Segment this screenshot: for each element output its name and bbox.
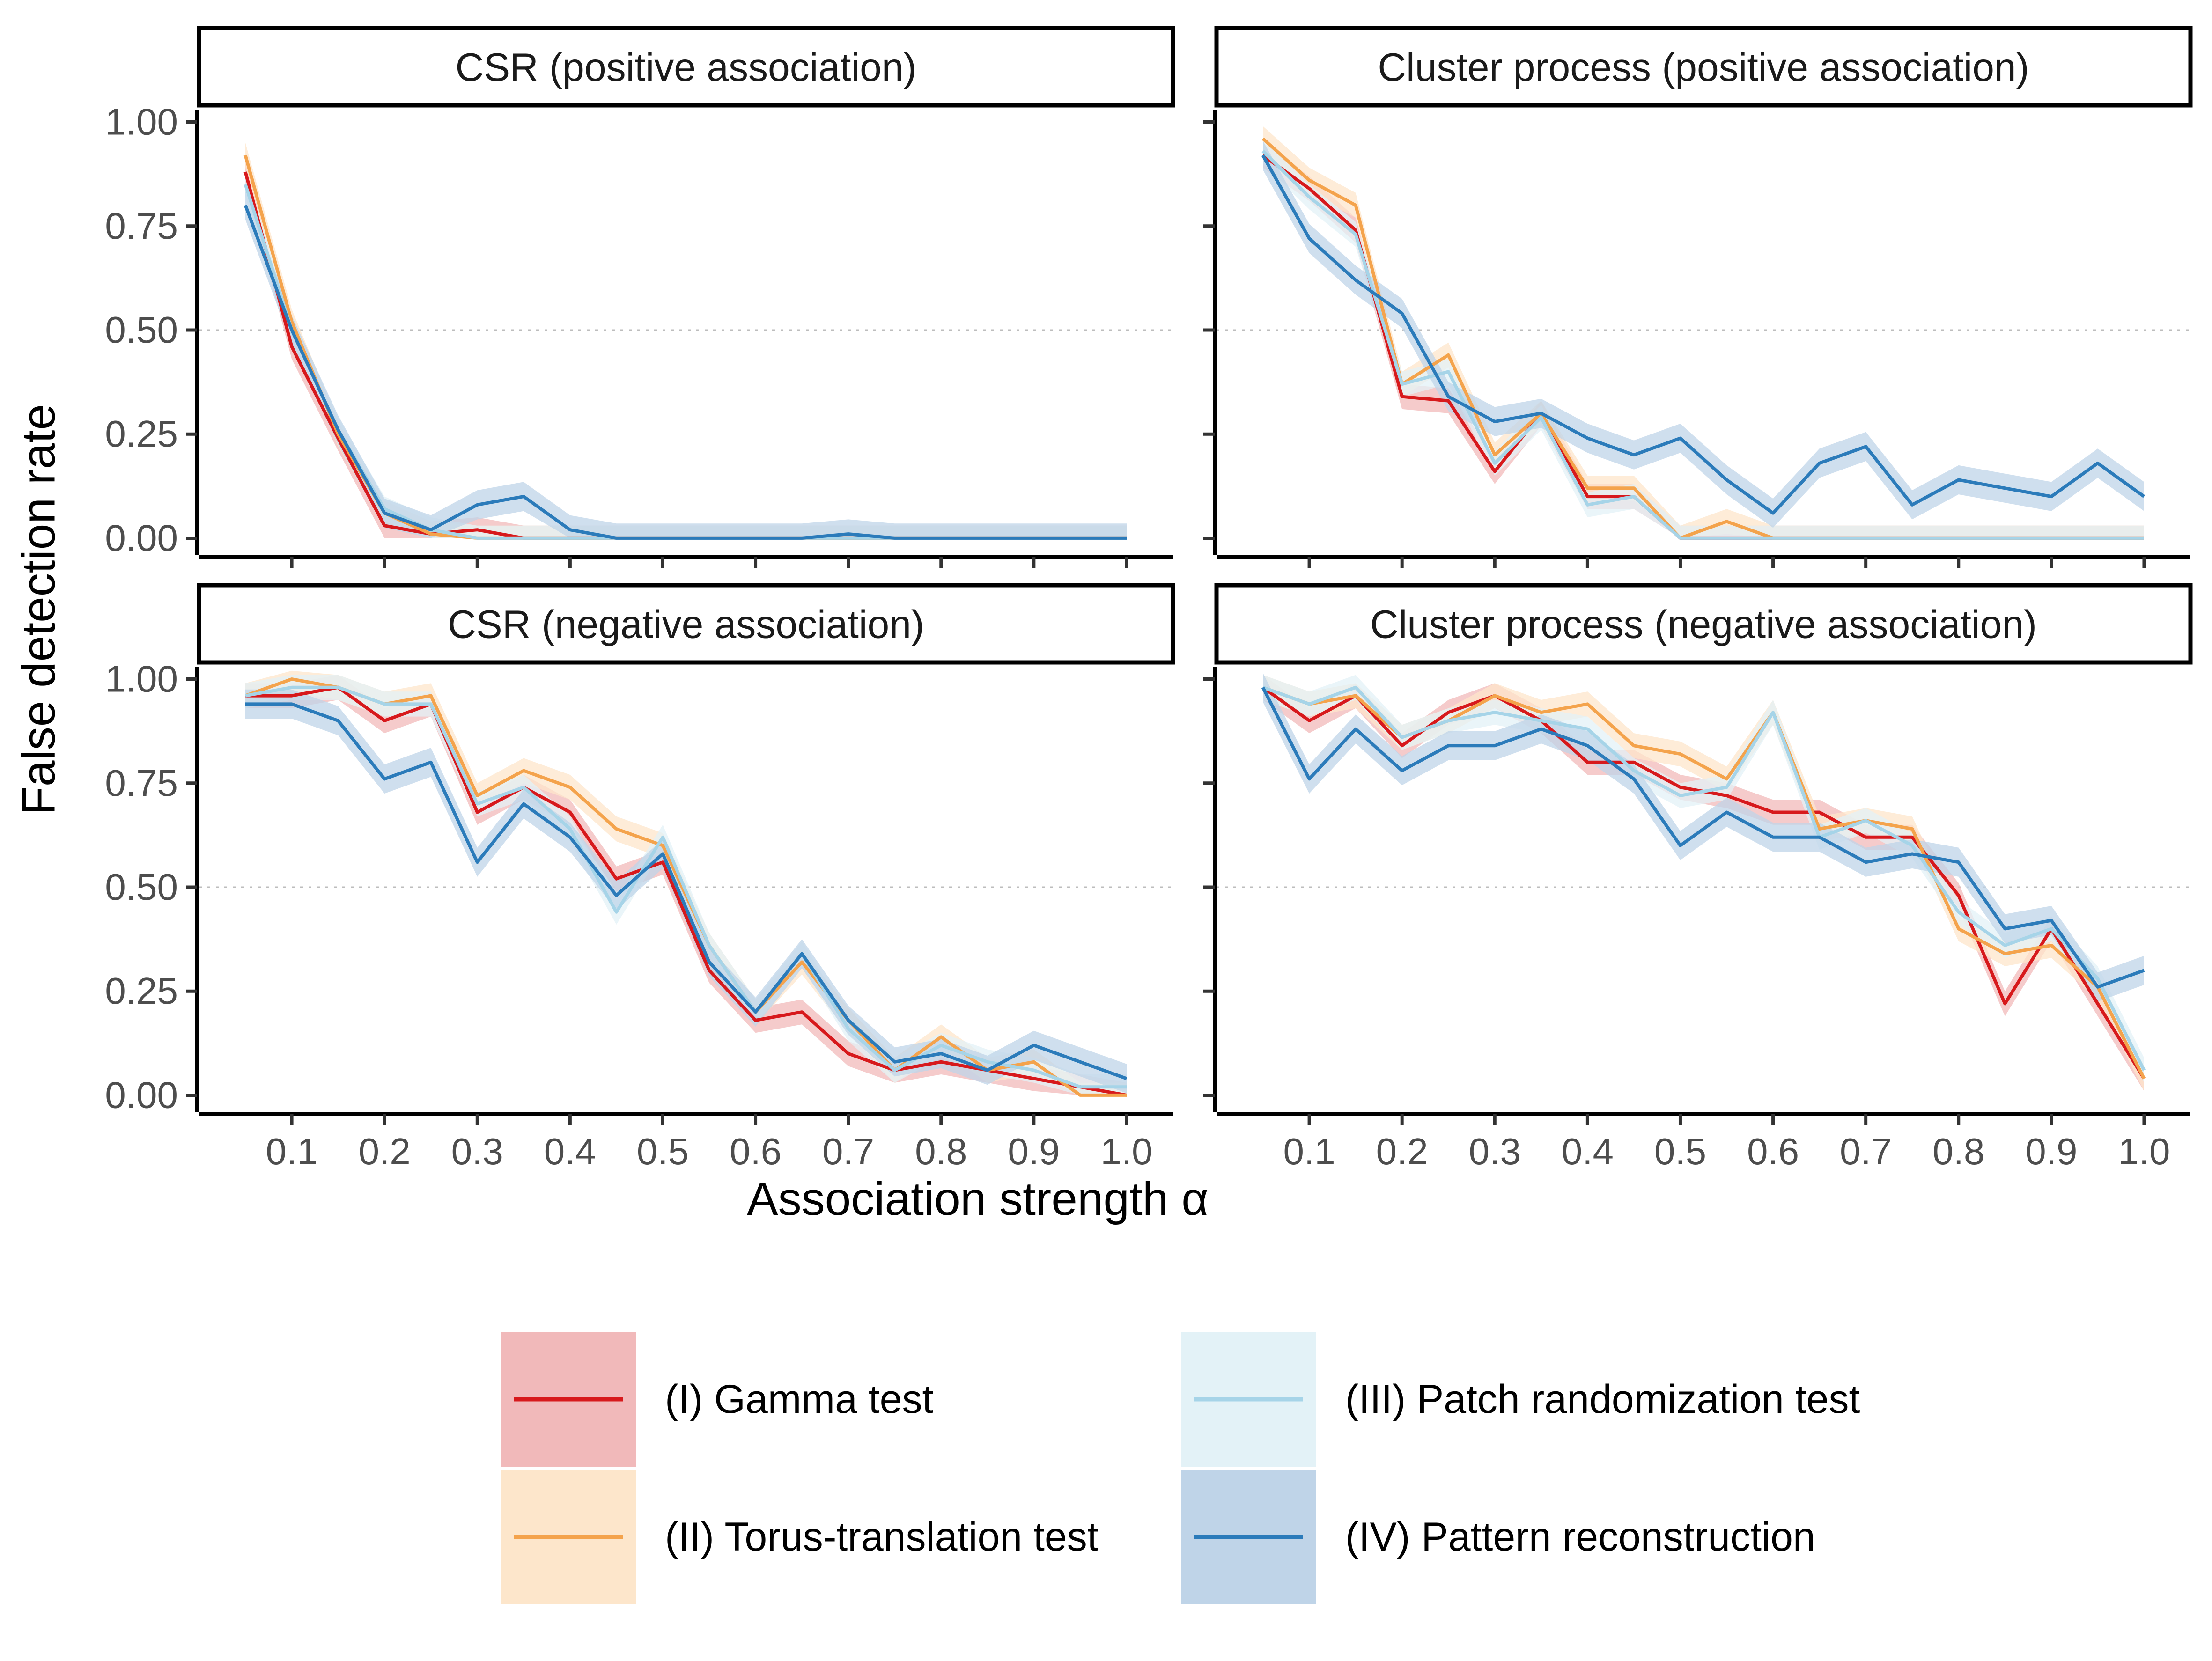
y-tick-label: 0.75 <box>105 205 178 247</box>
panel-2: Cluster process (positive association) <box>1203 26 2193 568</box>
x-tick-label: 0.4 <box>544 1131 596 1172</box>
y-tick-label: 0.50 <box>105 309 178 351</box>
series-lines <box>243 154 1127 540</box>
y-tick-label: 0.00 <box>105 517 178 559</box>
panel-strip <box>197 583 1175 665</box>
y-tick-label: 0.00 <box>105 1074 178 1116</box>
ribbons <box>245 143 1127 538</box>
ribbons <box>245 670 1127 1095</box>
panel-title: Cluster process (negative association) <box>1370 603 2037 647</box>
panel-title: CSR (negative association) <box>448 603 924 647</box>
panel-title: CSR (positive association) <box>455 45 916 89</box>
panel-strip <box>1214 26 2193 108</box>
panel-title: Cluster process (positive association) <box>1378 45 2029 89</box>
series-line-recon <box>1261 154 2146 515</box>
y-tick-label: 0.75 <box>105 762 178 804</box>
y-tick-label: 0.25 <box>105 970 178 1012</box>
x-tick-label: 0.2 <box>1376 1131 1428 1172</box>
series-line-recon <box>245 702 1128 1080</box>
legend-label-torus: (II) Torus-translation test <box>665 1514 1099 1559</box>
x-tick-label: 0.8 <box>915 1131 967 1172</box>
ribbon-torus <box>245 143 1127 538</box>
y-tick-label: 1.00 <box>105 658 178 700</box>
x-tick-label: 0.3 <box>1469 1131 1521 1172</box>
x-tick-label: 0.8 <box>1932 1131 1984 1172</box>
panel-3: CSR (negative association) 0.00 0.25 0.50 0.… <box>105 583 1175 1172</box>
panel-strip <box>197 26 1175 108</box>
y-tick-label: 0.25 <box>105 413 178 455</box>
x-tick-label: 0.2 <box>359 1131 411 1172</box>
panel-1: CSR (positive association) 0.00 0.25 0.50 0.… <box>105 26 1175 568</box>
legend-item-gamma: (I) Gamma test <box>499 1330 934 1469</box>
x-tick-label: 0.1 <box>1283 1131 1335 1172</box>
x-tick-label: 0.4 <box>1562 1131 1614 1172</box>
ribbons <box>1263 126 2144 538</box>
ribbons <box>1263 673 2144 1091</box>
series-lines <box>1261 137 2146 540</box>
series-line-torus <box>243 154 1127 540</box>
legend-label-recon: (IV) Pattern reconstruction <box>1345 1514 1815 1559</box>
ribbon-recon <box>1263 673 2144 1002</box>
x-tick-label: 0.7 <box>1840 1131 1892 1172</box>
legend-item-torus: (II) Torus-translation test <box>499 1468 1099 1606</box>
legend-label-patch: (III) Patch randomization test <box>1345 1377 1860 1422</box>
ribbon-patch <box>245 172 1127 538</box>
x-tick-label: 1.0 <box>2118 1131 2170 1172</box>
y-axis-title: False detection rate <box>12 404 65 815</box>
x-tick-label: 1.0 <box>1100 1131 1152 1172</box>
y-tick-label: 0.50 <box>105 866 178 908</box>
ribbon-recon <box>1263 140 2144 528</box>
x-tick-label: 0.6 <box>1747 1131 1799 1172</box>
panels-layer: CSR (positive association) 0.00 0.25 0.50 0.… <box>105 26 2193 1172</box>
x-tick-label: 0.9 <box>1008 1131 1060 1172</box>
legend-item-recon: (IV) Pattern reconstruction <box>1180 1468 1815 1606</box>
series-lines <box>244 677 1128 1097</box>
panel-4: Cluster process (negative association) 0.… <box>1203 583 2193 1172</box>
panel-strip <box>1214 583 2193 665</box>
series-line-patch <box>245 685 1127 1089</box>
x-tick-label: 0.5 <box>637 1131 689 1172</box>
x-tick-label: 0.7 <box>822 1131 874 1172</box>
x-axis-title: Association strength α <box>747 1173 1209 1225</box>
x-tick-label: 0.6 <box>730 1131 782 1172</box>
series-line-recon <box>243 205 1127 540</box>
ribbon-patch <box>245 675 1127 1095</box>
ribbon-torus <box>1263 675 2144 1091</box>
y-tick-label: 1.00 <box>105 101 178 143</box>
ribbon-gamma <box>245 159 1127 538</box>
series-line-patch <box>1261 150 2144 540</box>
x-tick-label: 0.5 <box>1654 1131 1706 1172</box>
legend-item-patch: (III) Patch randomization test <box>1180 1330 1860 1469</box>
legend-label-gamma: (I) Gamma test <box>665 1377 934 1422</box>
series-lines <box>1261 685 2146 1080</box>
series-line-patch <box>1262 685 2146 1071</box>
legend: (I) Gamma test (II) Torus-translation tes… <box>499 1330 1860 1606</box>
ribbon-recon <box>245 689 1127 1093</box>
series-line-gamma <box>243 171 1127 540</box>
x-tick-label: 0.1 <box>265 1131 317 1172</box>
x-tick-label: 0.3 <box>451 1131 503 1172</box>
x-tick-label: 0.9 <box>2025 1131 2077 1172</box>
series-line-recon <box>1261 686 2145 989</box>
